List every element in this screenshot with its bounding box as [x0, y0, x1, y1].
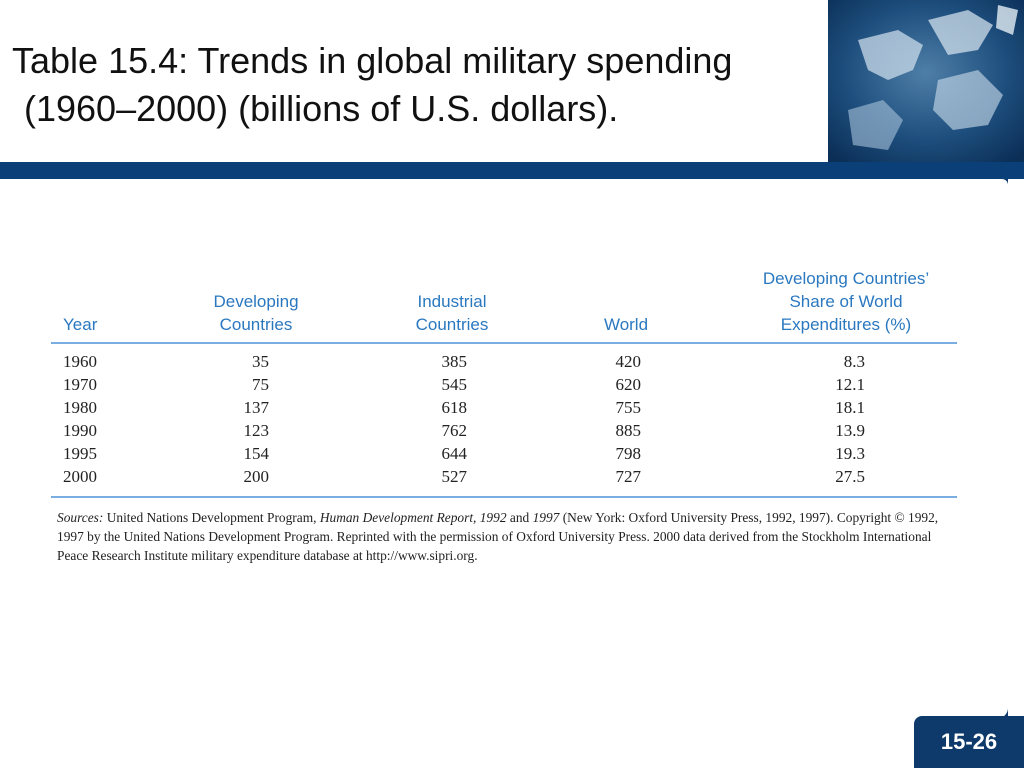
cell-world: 885	[615, 421, 642, 440]
cell-share: 13.9	[835, 421, 865, 440]
cell-developing: 137	[243, 398, 270, 417]
header-world-label: World	[603, 315, 649, 334]
cell-year: 2000	[63, 467, 97, 486]
header-developing-line-2: Countries	[219, 315, 293, 334]
header-share-line-2: Share of World	[789, 292, 903, 311]
header-developing: Developing Countries	[191, 290, 321, 336]
sources-text-2: (New York: Oxford University Press, 1992…	[57, 510, 939, 563]
title-area: Table 15.4: Trends in global military sp…	[0, 0, 828, 162]
slide-title-line-1: Table 15.4: Trends in global military sp…	[12, 40, 733, 81]
military-spending-table: Year Developing Countries Industrial Cou…	[51, 262, 957, 498]
header-industrial: Industrial Countries	[387, 290, 517, 336]
cell-share: 18.1	[835, 398, 865, 417]
sources-and: and	[509, 510, 530, 525]
header-share: Developing Countries’ Share of World Exp…	[741, 267, 951, 336]
cell-industrial: 385	[441, 352, 468, 371]
cell-share: 8.3	[843, 352, 865, 371]
cell-developing: 154	[243, 444, 270, 463]
bottom-rule	[51, 496, 957, 498]
page-number-badge: 15-26	[914, 716, 1024, 768]
table-row: 1990 123 762 885 13.9	[51, 421, 957, 444]
sources-year-2: 1997	[532, 510, 560, 525]
table-row: 1960 35 385 420 8.3	[51, 352, 957, 375]
cell-world: 755	[615, 398, 642, 417]
table-row: 1995 154 644 798 19.3	[51, 444, 957, 467]
sources-text-1: United Nations Development Program,	[106, 510, 317, 525]
cell-share: 27.5	[835, 467, 865, 486]
world-map-decoration	[828, 0, 1024, 162]
cell-developing: 123	[243, 421, 270, 440]
header-year-label: Year	[63, 315, 98, 334]
right-band	[1008, 179, 1024, 768]
cell-industrial: 618	[441, 398, 468, 417]
cell-developing: 35	[252, 352, 269, 371]
cell-year: 1990	[63, 421, 97, 440]
cell-industrial: 762	[441, 421, 468, 440]
cell-year: 1995	[63, 444, 97, 463]
cell-developing: 75	[252, 375, 269, 394]
sources-report-title: Human Development Report, 1992	[319, 510, 507, 525]
table-header: Year Developing Countries Industrial Cou…	[51, 262, 957, 342]
slide-title-line-2: (1960–2000) (billions of U.S. dollars).	[24, 88, 619, 129]
cell-world: 798	[615, 444, 642, 463]
cell-industrial: 527	[441, 467, 468, 486]
frame-stripe	[0, 162, 1024, 179]
sources-label: Sources:	[57, 510, 104, 525]
cell-year: 1980	[63, 398, 97, 417]
cell-share: 19.3	[835, 444, 865, 463]
header-share-line-1: Developing Countries’	[762, 269, 930, 288]
bottom-band	[0, 718, 1024, 768]
cell-developing: 200	[243, 467, 270, 486]
cell-year: 1970	[63, 375, 97, 394]
header-industrial-line-1: Industrial	[417, 292, 487, 311]
header-industrial-line-2: Countries	[415, 315, 489, 334]
sources-note: Sources: United Nations Development Prog…	[57, 508, 962, 565]
cell-year: 1960	[63, 352, 97, 371]
cell-share: 12.1	[835, 375, 865, 394]
table-row: 1970 75 545 620 12.1	[51, 375, 957, 398]
header-year: Year	[63, 313, 127, 336]
header-world: World	[581, 313, 671, 336]
cell-industrial: 644	[441, 444, 468, 463]
cell-world: 420	[615, 352, 642, 371]
header-developing-line-1: Developing	[213, 292, 299, 311]
cell-industrial: 545	[441, 375, 468, 394]
header-rule	[51, 342, 957, 344]
cell-world: 727	[615, 467, 642, 486]
content-panel	[0, 179, 1008, 718]
table-row: 1980 137 618 755 18.1	[51, 398, 957, 421]
table-row: 2000 200 527 727 27.5	[51, 467, 957, 490]
cell-world: 620	[615, 375, 642, 394]
header-share-line-3: Expenditures (%)	[780, 315, 912, 334]
